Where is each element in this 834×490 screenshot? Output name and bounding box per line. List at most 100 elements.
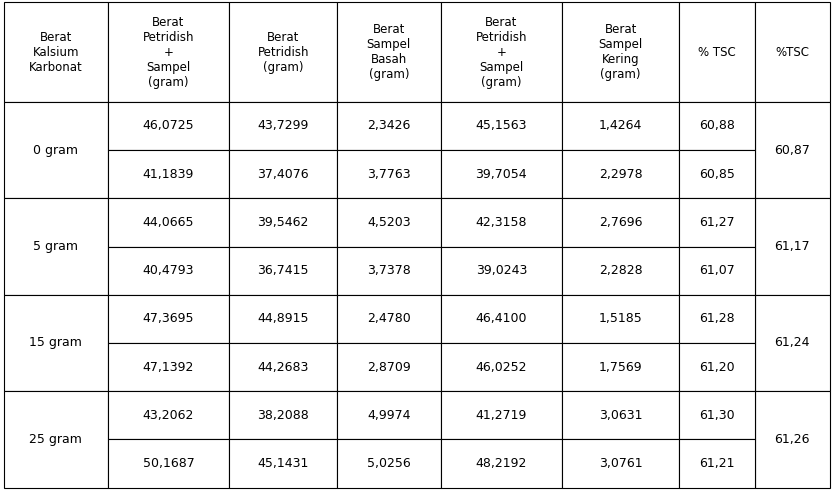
Bar <box>679 246 755 294</box>
Bar <box>229 102 337 150</box>
Bar <box>562 294 679 343</box>
Bar <box>337 246 440 294</box>
Text: 3,0631: 3,0631 <box>599 409 642 422</box>
Text: Berat
Petridish
(gram): Berat Petridish (gram) <box>258 31 309 74</box>
Text: 61,26: 61,26 <box>775 433 810 446</box>
Bar <box>755 198 830 294</box>
Text: 1,7569: 1,7569 <box>599 361 642 373</box>
Text: 25 gram: 25 gram <box>29 433 83 446</box>
Text: 3,7763: 3,7763 <box>367 168 410 181</box>
Text: 36,7415: 36,7415 <box>258 264 309 277</box>
Bar <box>440 102 562 150</box>
Bar <box>337 294 440 343</box>
Text: 45,1431: 45,1431 <box>258 457 309 470</box>
Bar <box>562 343 679 391</box>
Text: 60,85: 60,85 <box>699 168 735 181</box>
Bar <box>337 2 440 102</box>
Text: 45,1563: 45,1563 <box>475 120 527 132</box>
Bar <box>562 440 679 488</box>
Text: 4,5203: 4,5203 <box>367 216 410 229</box>
Text: 2,3426: 2,3426 <box>367 120 410 132</box>
Bar <box>337 343 440 391</box>
Text: 60,87: 60,87 <box>774 144 810 157</box>
Text: 61,20: 61,20 <box>699 361 735 373</box>
Text: 47,1392: 47,1392 <box>143 361 194 373</box>
Bar <box>440 391 562 440</box>
Bar <box>108 440 229 488</box>
Bar <box>108 391 229 440</box>
Text: 44,8915: 44,8915 <box>258 312 309 325</box>
Text: 2,7696: 2,7696 <box>599 216 642 229</box>
Bar <box>679 391 755 440</box>
Bar <box>229 2 337 102</box>
Text: 42,3158: 42,3158 <box>475 216 527 229</box>
Bar <box>679 198 755 246</box>
Bar <box>108 343 229 391</box>
Text: Berat
Sampel
Kering
(gram): Berat Sampel Kering (gram) <box>599 23 643 81</box>
Text: 47,3695: 47,3695 <box>143 312 194 325</box>
Bar <box>562 391 679 440</box>
Text: 43,2062: 43,2062 <box>143 409 194 422</box>
Text: 39,0243: 39,0243 <box>475 264 527 277</box>
Text: 46,4100: 46,4100 <box>475 312 527 325</box>
Text: % TSC: % TSC <box>698 46 736 59</box>
Text: 0 gram: 0 gram <box>33 144 78 157</box>
Text: 4,9974: 4,9974 <box>367 409 410 422</box>
Text: 5 gram: 5 gram <box>33 240 78 253</box>
Bar <box>562 246 679 294</box>
Bar <box>337 198 440 246</box>
Bar <box>440 198 562 246</box>
Bar <box>562 2 679 102</box>
Text: 46,0252: 46,0252 <box>475 361 527 373</box>
Bar <box>229 294 337 343</box>
Bar <box>229 391 337 440</box>
Bar <box>440 440 562 488</box>
Bar <box>755 294 830 391</box>
Bar <box>4 102 108 198</box>
Text: 1,4264: 1,4264 <box>599 120 642 132</box>
Bar <box>229 150 337 198</box>
Text: 46,0725: 46,0725 <box>143 120 194 132</box>
Bar <box>337 102 440 150</box>
Bar <box>4 391 108 488</box>
Text: 61,30: 61,30 <box>699 409 735 422</box>
Text: 15 gram: 15 gram <box>29 337 83 349</box>
Bar <box>679 294 755 343</box>
Bar <box>679 150 755 198</box>
Text: 3,0761: 3,0761 <box>599 457 642 470</box>
Bar <box>229 343 337 391</box>
Bar <box>337 150 440 198</box>
Text: Berat
Kalsium
Karbonat: Berat Kalsium Karbonat <box>29 31 83 74</box>
Text: 48,2192: 48,2192 <box>475 457 527 470</box>
Bar <box>679 440 755 488</box>
Text: 40,4793: 40,4793 <box>143 264 194 277</box>
Bar <box>108 2 229 102</box>
Bar <box>229 440 337 488</box>
Bar <box>108 150 229 198</box>
Bar <box>108 246 229 294</box>
Text: Berat
Petridish
+
Sampel
(gram): Berat Petridish + Sampel (gram) <box>475 16 527 89</box>
Text: 44,2683: 44,2683 <box>258 361 309 373</box>
Bar <box>440 2 562 102</box>
Bar <box>562 150 679 198</box>
Bar <box>562 198 679 246</box>
Bar <box>440 294 562 343</box>
Text: 61,17: 61,17 <box>774 240 810 253</box>
Text: 61,24: 61,24 <box>775 337 810 349</box>
Text: 61,21: 61,21 <box>699 457 735 470</box>
Bar <box>4 2 108 102</box>
Text: Berat
Petridish
+
Sampel
(gram): Berat Petridish + Sampel (gram) <box>143 16 194 89</box>
Text: 5,0256: 5,0256 <box>367 457 411 470</box>
Text: 2,2978: 2,2978 <box>599 168 642 181</box>
Bar <box>337 391 440 440</box>
Text: 38,2088: 38,2088 <box>258 409 309 422</box>
Text: 61,07: 61,07 <box>699 264 735 277</box>
Bar <box>229 246 337 294</box>
Bar <box>337 440 440 488</box>
Bar <box>108 102 229 150</box>
Bar <box>440 150 562 198</box>
Text: 39,7054: 39,7054 <box>475 168 527 181</box>
Text: 60,88: 60,88 <box>699 120 735 132</box>
Bar <box>679 102 755 150</box>
Text: 41,1839: 41,1839 <box>143 168 194 181</box>
